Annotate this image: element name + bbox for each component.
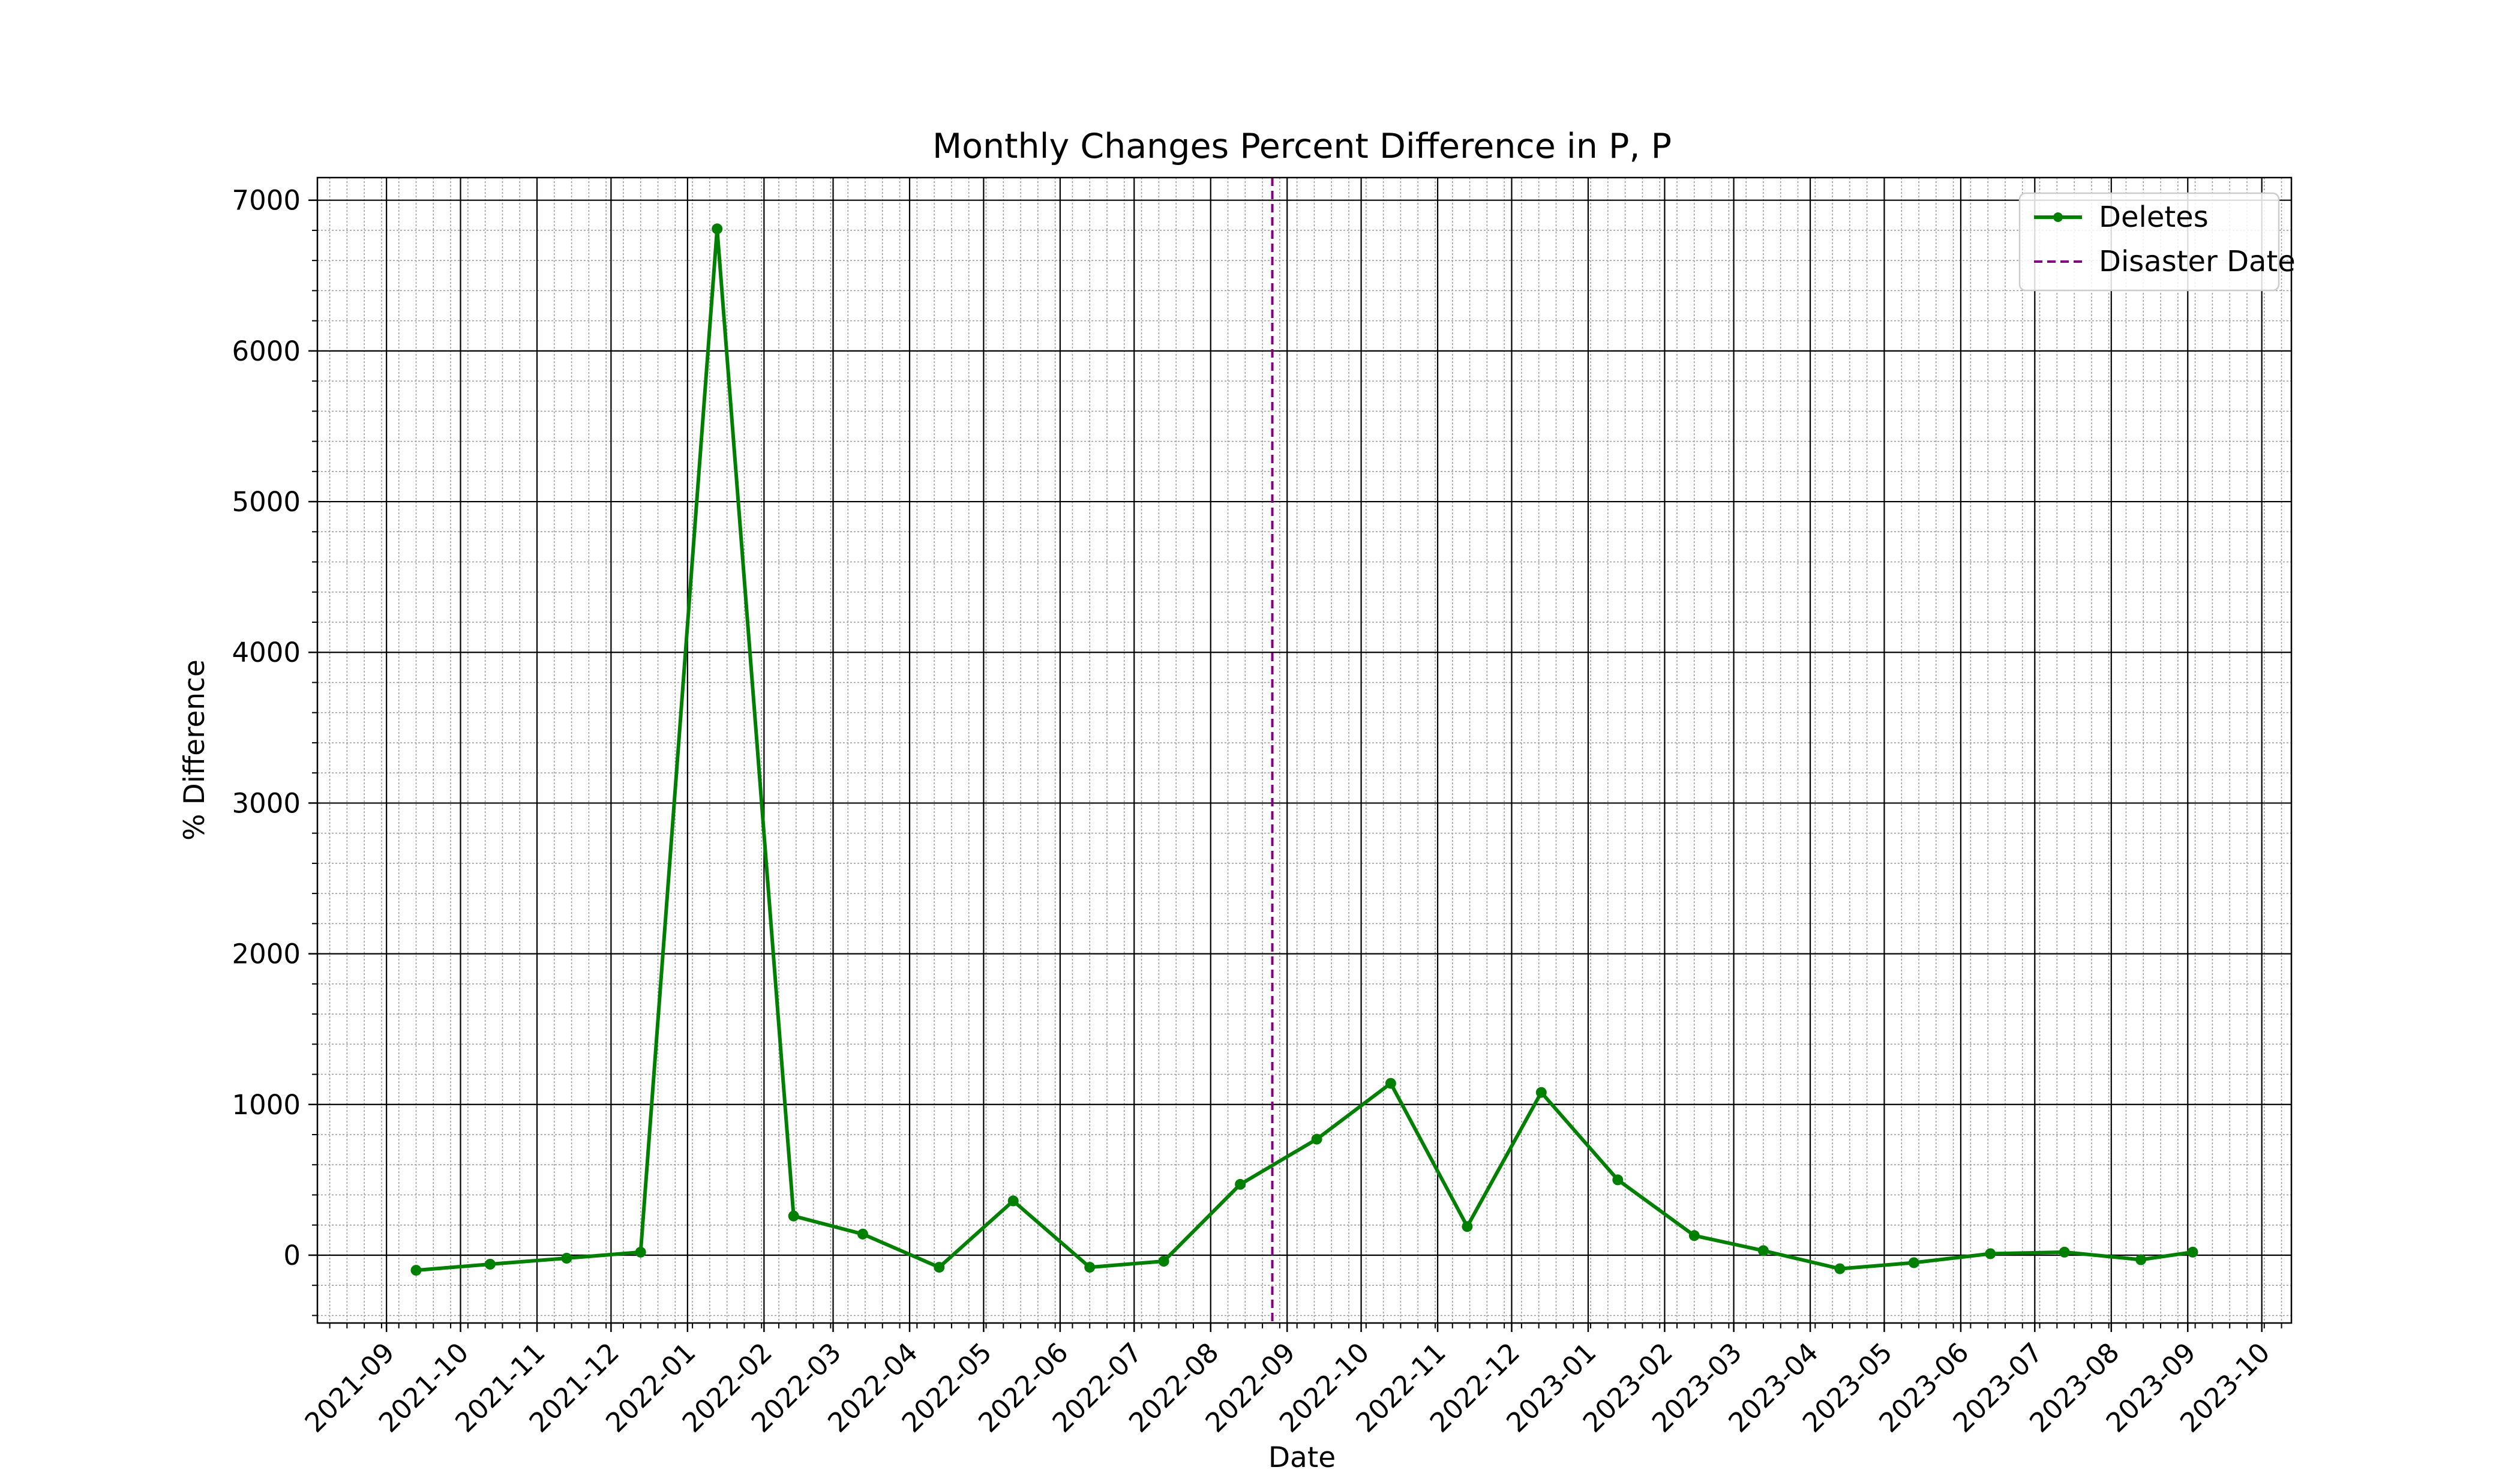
legend-box (2018, 192, 2280, 292)
y-tick-label: 4000 (232, 637, 301, 668)
plot-background (317, 178, 2291, 1323)
deletes-data-point (410, 1265, 422, 1276)
deletes-data-point (2187, 1246, 2198, 1258)
plot-area (316, 176, 2293, 1324)
plot-frame (316, 176, 2293, 1324)
y-tick-label: 1000 (232, 1089, 301, 1121)
deletes-data-point (788, 1210, 799, 1222)
x-axis-label: Date (1268, 1441, 1336, 1470)
deletes-data-point (1462, 1221, 1473, 1232)
deletes-data-point (1084, 1262, 1096, 1273)
deletes-data-point (1007, 1195, 1019, 1207)
deletes-data-point (1311, 1133, 1322, 1145)
y-axis: 0 1000 2000 3000 4000 5000 6000 7000 (232, 185, 317, 1316)
deletes-data-point (1985, 1248, 1996, 1259)
deletes-data-point (1385, 1078, 1396, 1089)
y-tick-label: 5000 (232, 486, 301, 518)
deletes-data-point (712, 223, 723, 235)
y-tick-label: 2000 (232, 938, 301, 970)
deletes-data-point (1757, 1245, 1769, 1256)
legend: Deletes Disaster Date (2018, 192, 2296, 292)
deletes-data-point (1834, 1263, 1846, 1274)
deletes-data-point (1688, 1230, 1700, 1241)
deletes-data-point (857, 1228, 868, 1240)
deletes-data-point (561, 1253, 572, 1264)
y-tick-label: 3000 (232, 787, 301, 819)
series-layer (410, 223, 2198, 1276)
legend-disaster-label: Disaster Date (2099, 245, 2296, 278)
deletes-data-point (484, 1259, 496, 1270)
y-axis-label: % Difference (178, 659, 211, 841)
deletes-data-point (1535, 1087, 1547, 1098)
y-tick-label: 7000 (232, 185, 301, 217)
deletes-data-point (1235, 1178, 1246, 1190)
legend-deletes-label: Deletes (2099, 200, 2209, 234)
deletes-data-point (1908, 1257, 1919, 1268)
y-tick-label: 0 (283, 1240, 301, 1271)
chart-title: Monthly Changes Percent Difference in P,… (932, 127, 1672, 166)
deletes-data-point (2135, 1254, 2147, 1265)
deletes-data-point (934, 1262, 945, 1273)
y-tick-label: 6000 (232, 335, 301, 367)
legend-deletes-marker (2053, 212, 2063, 222)
deletes-data-point (1612, 1174, 1624, 1186)
deletes-data-point (1158, 1256, 1169, 1267)
deletes-data-point (2059, 1246, 2070, 1258)
deletes-data-point (635, 1246, 646, 1258)
